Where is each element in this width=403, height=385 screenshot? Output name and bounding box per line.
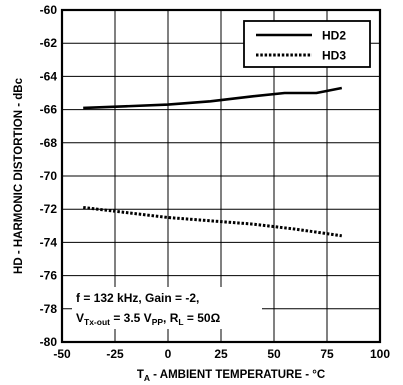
series-layer [83, 86, 343, 238]
y-tick-label: -62 [40, 36, 58, 50]
y-tick-label: -70 [40, 169, 58, 183]
y-tick-label: -76 [40, 269, 58, 283]
annotation-line-2: VTx-out = 3.5 VPP, RL = 50Ω [76, 311, 221, 327]
y-tick-label: -80 [40, 335, 58, 349]
tick-labels: -50 -25 0 25 50 75 100 -60 -62 -64 -66 -68 -70 -72 -74… [40, 3, 391, 361]
series-line-hd3 [83, 206, 343, 238]
plot-frame [60, 8, 382, 344]
x-tick-label: -25 [106, 347, 124, 361]
conditions-annotation: f = 132 kHz, Gain = -2, VTx-out = 3.5 VP… [72, 287, 262, 329]
legend-box [243, 20, 371, 68]
x-tick-label: 75 [320, 347, 334, 361]
annotation-box [72, 287, 262, 329]
annotation-text: = 3.5 V [110, 311, 152, 325]
x-axis-title: TA - AMBIENT TEMPERATURE - °C [137, 369, 325, 383]
y-tick-label: -74 [40, 235, 58, 249]
y-tick-label: -72 [40, 202, 58, 216]
legend: HD2 HD3 [243, 20, 371, 68]
x-axis-title-text: - AMBIENT TEMPERATURE - °C [150, 369, 325, 381]
y-tick-label: -78 [40, 302, 58, 316]
y-tick-label: -64 [40, 69, 58, 83]
annotation-text: V [76, 311, 84, 325]
y-axis-title: HD - HARMONIC DISTORTION - dBc [13, 77, 25, 274]
x-axis-title-prefix: T [137, 369, 144, 381]
x-tick-label: 50 [267, 347, 281, 361]
annotation-text: , R [163, 311, 179, 325]
legend-label-hd2: HD2 [322, 29, 346, 43]
x-tick-label: 0 [165, 347, 172, 361]
annotation-subscript: PP [152, 317, 164, 327]
x-tick-label: 100 [370, 347, 390, 361]
annotation-subscript: Tx-out [84, 317, 110, 327]
y-tick-label: -68 [40, 136, 58, 150]
legend-label-hd3: HD3 [322, 49, 346, 63]
x-axis-title-subscript: A [144, 373, 150, 383]
x-tick-label: 25 [214, 347, 228, 361]
x-tick-label: -50 [53, 347, 71, 361]
series-line-hd2 [83, 86, 343, 110]
y-tick-label: -66 [40, 103, 58, 117]
annotation-subscript: L [178, 317, 183, 327]
y-tick-label: -60 [40, 3, 58, 17]
annotation-line-1: f = 132 kHz, Gain = -2, [76, 291, 199, 305]
annotation-text: = 50Ω [184, 311, 221, 325]
